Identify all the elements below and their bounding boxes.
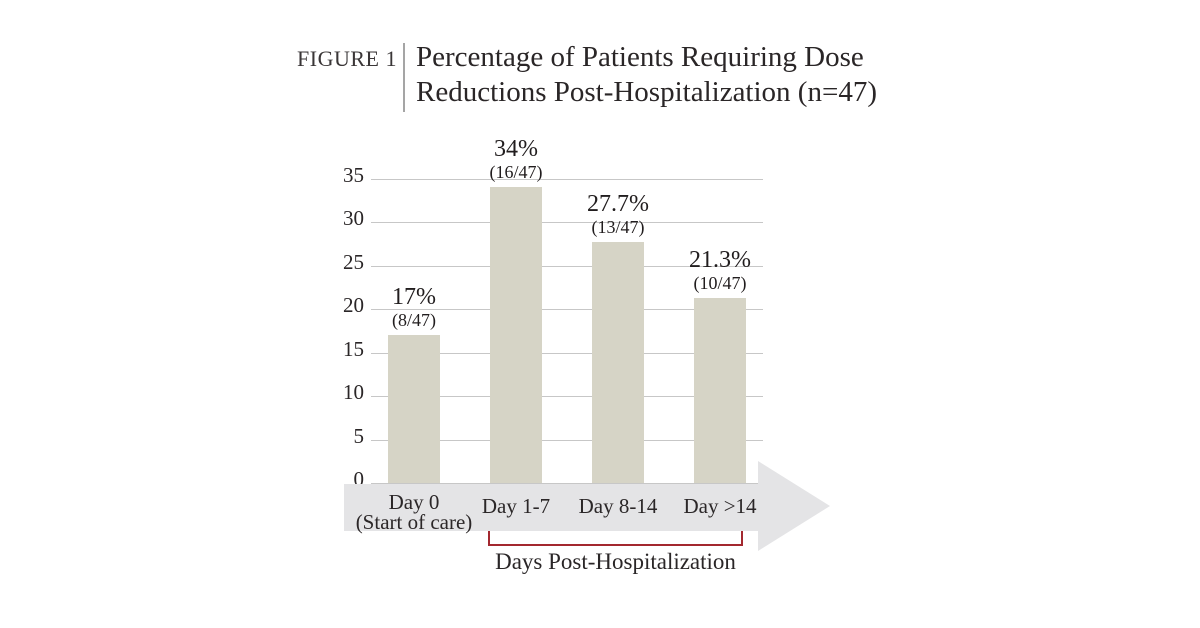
x-axis-group-label: Days Post-Hospitalization bbox=[495, 549, 736, 574]
x-category-line1: Day 8-14 bbox=[578, 494, 658, 518]
gridline-10 bbox=[371, 396, 763, 397]
y-tick-label-5: 5 bbox=[353, 423, 365, 448]
y-tick-label-35: 35 bbox=[343, 162, 364, 187]
bar-value-label-2: 34% (16/47) bbox=[446, 136, 586, 183]
bar-percent-label: 17% bbox=[392, 284, 436, 311]
bar-value-label-1: 17% (8/47) bbox=[344, 284, 484, 331]
y-tick-label-10: 10 bbox=[343, 380, 364, 404]
figure-tag: FIGURE 1 bbox=[297, 46, 397, 71]
x-category-line2: (Start of care) bbox=[355, 510, 473, 534]
y-tick-label-30: 30 bbox=[343, 206, 364, 230]
y-tick-label-15: 15 bbox=[343, 336, 364, 361]
bar-percent-label: 27.7% bbox=[587, 191, 649, 217]
gridline-0 bbox=[371, 483, 763, 484]
y-tick-label-20: 20 bbox=[343, 293, 364, 317]
y-tick-label-25: 25 bbox=[343, 249, 364, 274]
figure-title: Percentage of Patients Requiring Dose Re… bbox=[416, 40, 936, 110]
gridline-5 bbox=[371, 439, 763, 441]
gridline-20 bbox=[371, 309, 763, 310]
group-bracket bbox=[488, 531, 743, 546]
bar-1 bbox=[388, 335, 440, 483]
x-category-line1: Day >14 bbox=[683, 494, 757, 518]
bar-value-label-4: 21.3% (10/47) bbox=[650, 247, 790, 294]
gridline-30 bbox=[371, 222, 763, 223]
bar-fraction-label: (10/47) bbox=[693, 272, 747, 293]
x-category-label-4: Day >14 bbox=[635, 494, 805, 518]
bar-fraction-label: (16/47) bbox=[489, 162, 543, 183]
y-tick-label-0: 0 bbox=[353, 467, 365, 491]
bar-fraction-label: (8/47) bbox=[392, 310, 436, 331]
gridline-25 bbox=[371, 265, 763, 267]
bar-3 bbox=[592, 242, 644, 483]
bar-4 bbox=[694, 297, 746, 483]
gridline-35 bbox=[371, 178, 763, 180]
x-category-label-3: Day 8-14 bbox=[533, 494, 703, 518]
bar-value-label-3: 27.7% (13/47) bbox=[548, 191, 688, 238]
figure-title-line2: Reductions Post-Hospitalization (n=47) bbox=[416, 76, 877, 108]
bar-percent-label: 21.3% bbox=[689, 246, 751, 273]
x-category-label-1: Day 0 (Start of care) bbox=[329, 490, 499, 534]
x-category-line1: Day 1-7 bbox=[481, 494, 551, 518]
figure-title-line1: Percentage of Patients Requiring Dose bbox=[416, 41, 864, 73]
bar-2 bbox=[490, 187, 542, 483]
bar-percent-label: 34% bbox=[494, 136, 538, 163]
x-category-label-2: Day 1-7 bbox=[431, 494, 601, 518]
title-divider bbox=[403, 43, 405, 112]
x-category-line1: Day 0 bbox=[388, 490, 440, 514]
gridline-15 bbox=[371, 352, 763, 354]
bar-fraction-label: (13/47) bbox=[591, 217, 645, 237]
